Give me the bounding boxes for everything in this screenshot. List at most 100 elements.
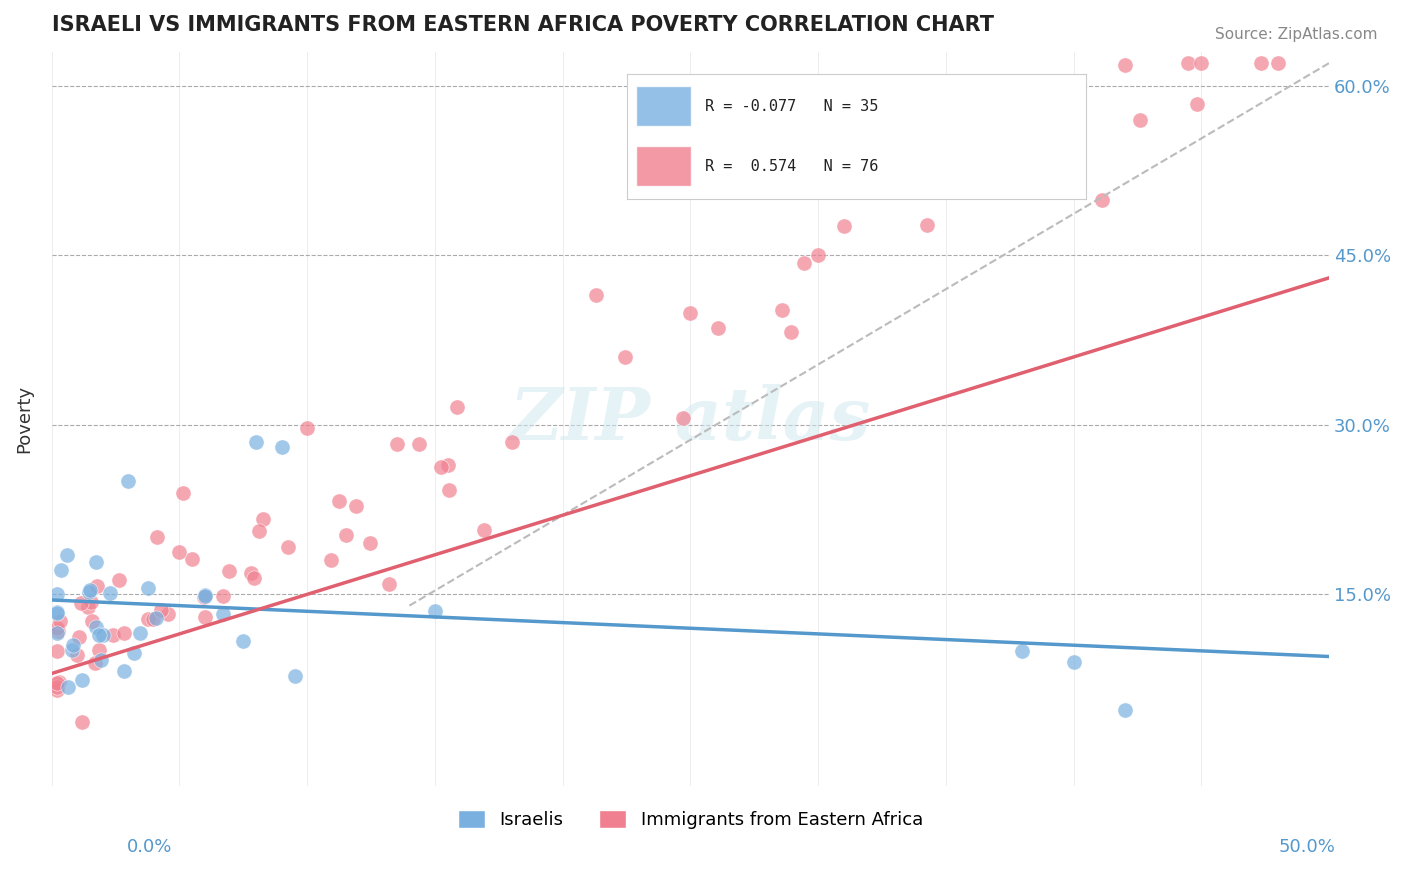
Point bbox=[112, 665, 135, 679]
Point bbox=[437, 458, 460, 472]
Point bbox=[49, 563, 72, 577]
Point bbox=[129, 626, 152, 640]
Point bbox=[45, 625, 67, 640]
Point bbox=[77, 585, 100, 599]
Point bbox=[613, 351, 636, 365]
Point bbox=[319, 552, 342, 566]
Point bbox=[90, 653, 112, 667]
Point bbox=[136, 612, 159, 626]
Point bbox=[501, 435, 523, 450]
Point bbox=[243, 571, 266, 585]
Point bbox=[45, 587, 67, 601]
Point bbox=[423, 604, 446, 618]
Text: 0.0%: 0.0% bbox=[127, 838, 172, 856]
Point bbox=[1129, 113, 1152, 128]
Point bbox=[142, 612, 165, 626]
Point bbox=[770, 302, 793, 317]
Point bbox=[793, 256, 815, 270]
Point bbox=[145, 530, 167, 544]
Point bbox=[247, 524, 270, 538]
Point bbox=[915, 219, 938, 233]
Text: ISRAELI VS IMMIGRANTS FROM EASTERN AFRICA POVERTY CORRELATION CHART: ISRAELI VS IMMIGRANTS FROM EASTERN AFRIC… bbox=[52, 15, 994, 35]
Point bbox=[218, 564, 240, 578]
Point bbox=[69, 596, 91, 610]
Point bbox=[84, 555, 107, 569]
Point bbox=[277, 540, 299, 554]
Text: ZIP atlas: ZIP atlas bbox=[510, 384, 870, 455]
Point bbox=[707, 320, 730, 334]
Point bbox=[45, 605, 67, 619]
Point bbox=[1177, 56, 1199, 70]
Point bbox=[117, 475, 139, 489]
Point bbox=[181, 551, 204, 566]
Point bbox=[49, 615, 72, 629]
Point bbox=[212, 590, 235, 604]
Point bbox=[58, 680, 80, 694]
Point bbox=[122, 646, 145, 660]
Point bbox=[69, 630, 91, 644]
Point bbox=[245, 434, 267, 449]
Text: 50.0%: 50.0% bbox=[1279, 838, 1336, 856]
Point bbox=[56, 548, 79, 562]
Point bbox=[45, 680, 67, 694]
Point bbox=[932, 158, 955, 172]
Point bbox=[270, 441, 292, 455]
Point bbox=[45, 683, 67, 698]
Point bbox=[172, 486, 194, 500]
Point bbox=[858, 158, 880, 172]
Point bbox=[114, 626, 136, 640]
Point bbox=[107, 573, 129, 587]
Point bbox=[344, 499, 367, 513]
Point bbox=[194, 588, 217, 602]
Point bbox=[80, 595, 103, 609]
Point bbox=[211, 607, 233, 621]
Point bbox=[1011, 644, 1033, 658]
Point bbox=[807, 247, 830, 261]
Point bbox=[87, 628, 110, 642]
Point bbox=[145, 611, 167, 625]
Point bbox=[46, 624, 69, 639]
Point bbox=[45, 644, 67, 658]
Point bbox=[780, 325, 803, 339]
Point bbox=[335, 528, 357, 542]
Point bbox=[832, 219, 855, 233]
Point bbox=[295, 421, 318, 435]
Point bbox=[252, 511, 274, 525]
Point bbox=[378, 577, 401, 591]
Point bbox=[70, 715, 93, 730]
Point bbox=[60, 643, 83, 657]
Point bbox=[1091, 193, 1114, 207]
Point bbox=[79, 582, 101, 597]
Point bbox=[472, 524, 495, 538]
Point bbox=[45, 606, 67, 620]
Point bbox=[385, 436, 408, 450]
Point bbox=[1063, 655, 1085, 669]
Text: Source: ZipAtlas.com: Source: ZipAtlas.com bbox=[1215, 27, 1378, 42]
Point bbox=[1267, 56, 1289, 70]
Point bbox=[672, 411, 695, 425]
Point bbox=[239, 566, 262, 580]
Point bbox=[585, 288, 607, 302]
Point bbox=[194, 610, 217, 624]
Point bbox=[84, 656, 107, 670]
Point bbox=[103, 627, 125, 641]
Point bbox=[437, 483, 460, 498]
Point bbox=[679, 306, 702, 320]
Y-axis label: Poverty: Poverty bbox=[15, 385, 32, 453]
Point bbox=[1017, 87, 1039, 102]
Point bbox=[328, 494, 350, 508]
Point bbox=[86, 579, 108, 593]
Point bbox=[1114, 703, 1136, 717]
Point bbox=[48, 675, 70, 690]
Point bbox=[429, 459, 451, 474]
Point bbox=[45, 676, 67, 690]
Point bbox=[284, 668, 307, 682]
Point bbox=[950, 132, 973, 146]
Point bbox=[408, 436, 430, 450]
Point bbox=[446, 401, 468, 415]
Point bbox=[359, 536, 381, 550]
Point bbox=[232, 633, 254, 648]
Point bbox=[45, 621, 67, 635]
Point bbox=[66, 648, 89, 662]
Point bbox=[80, 614, 103, 628]
